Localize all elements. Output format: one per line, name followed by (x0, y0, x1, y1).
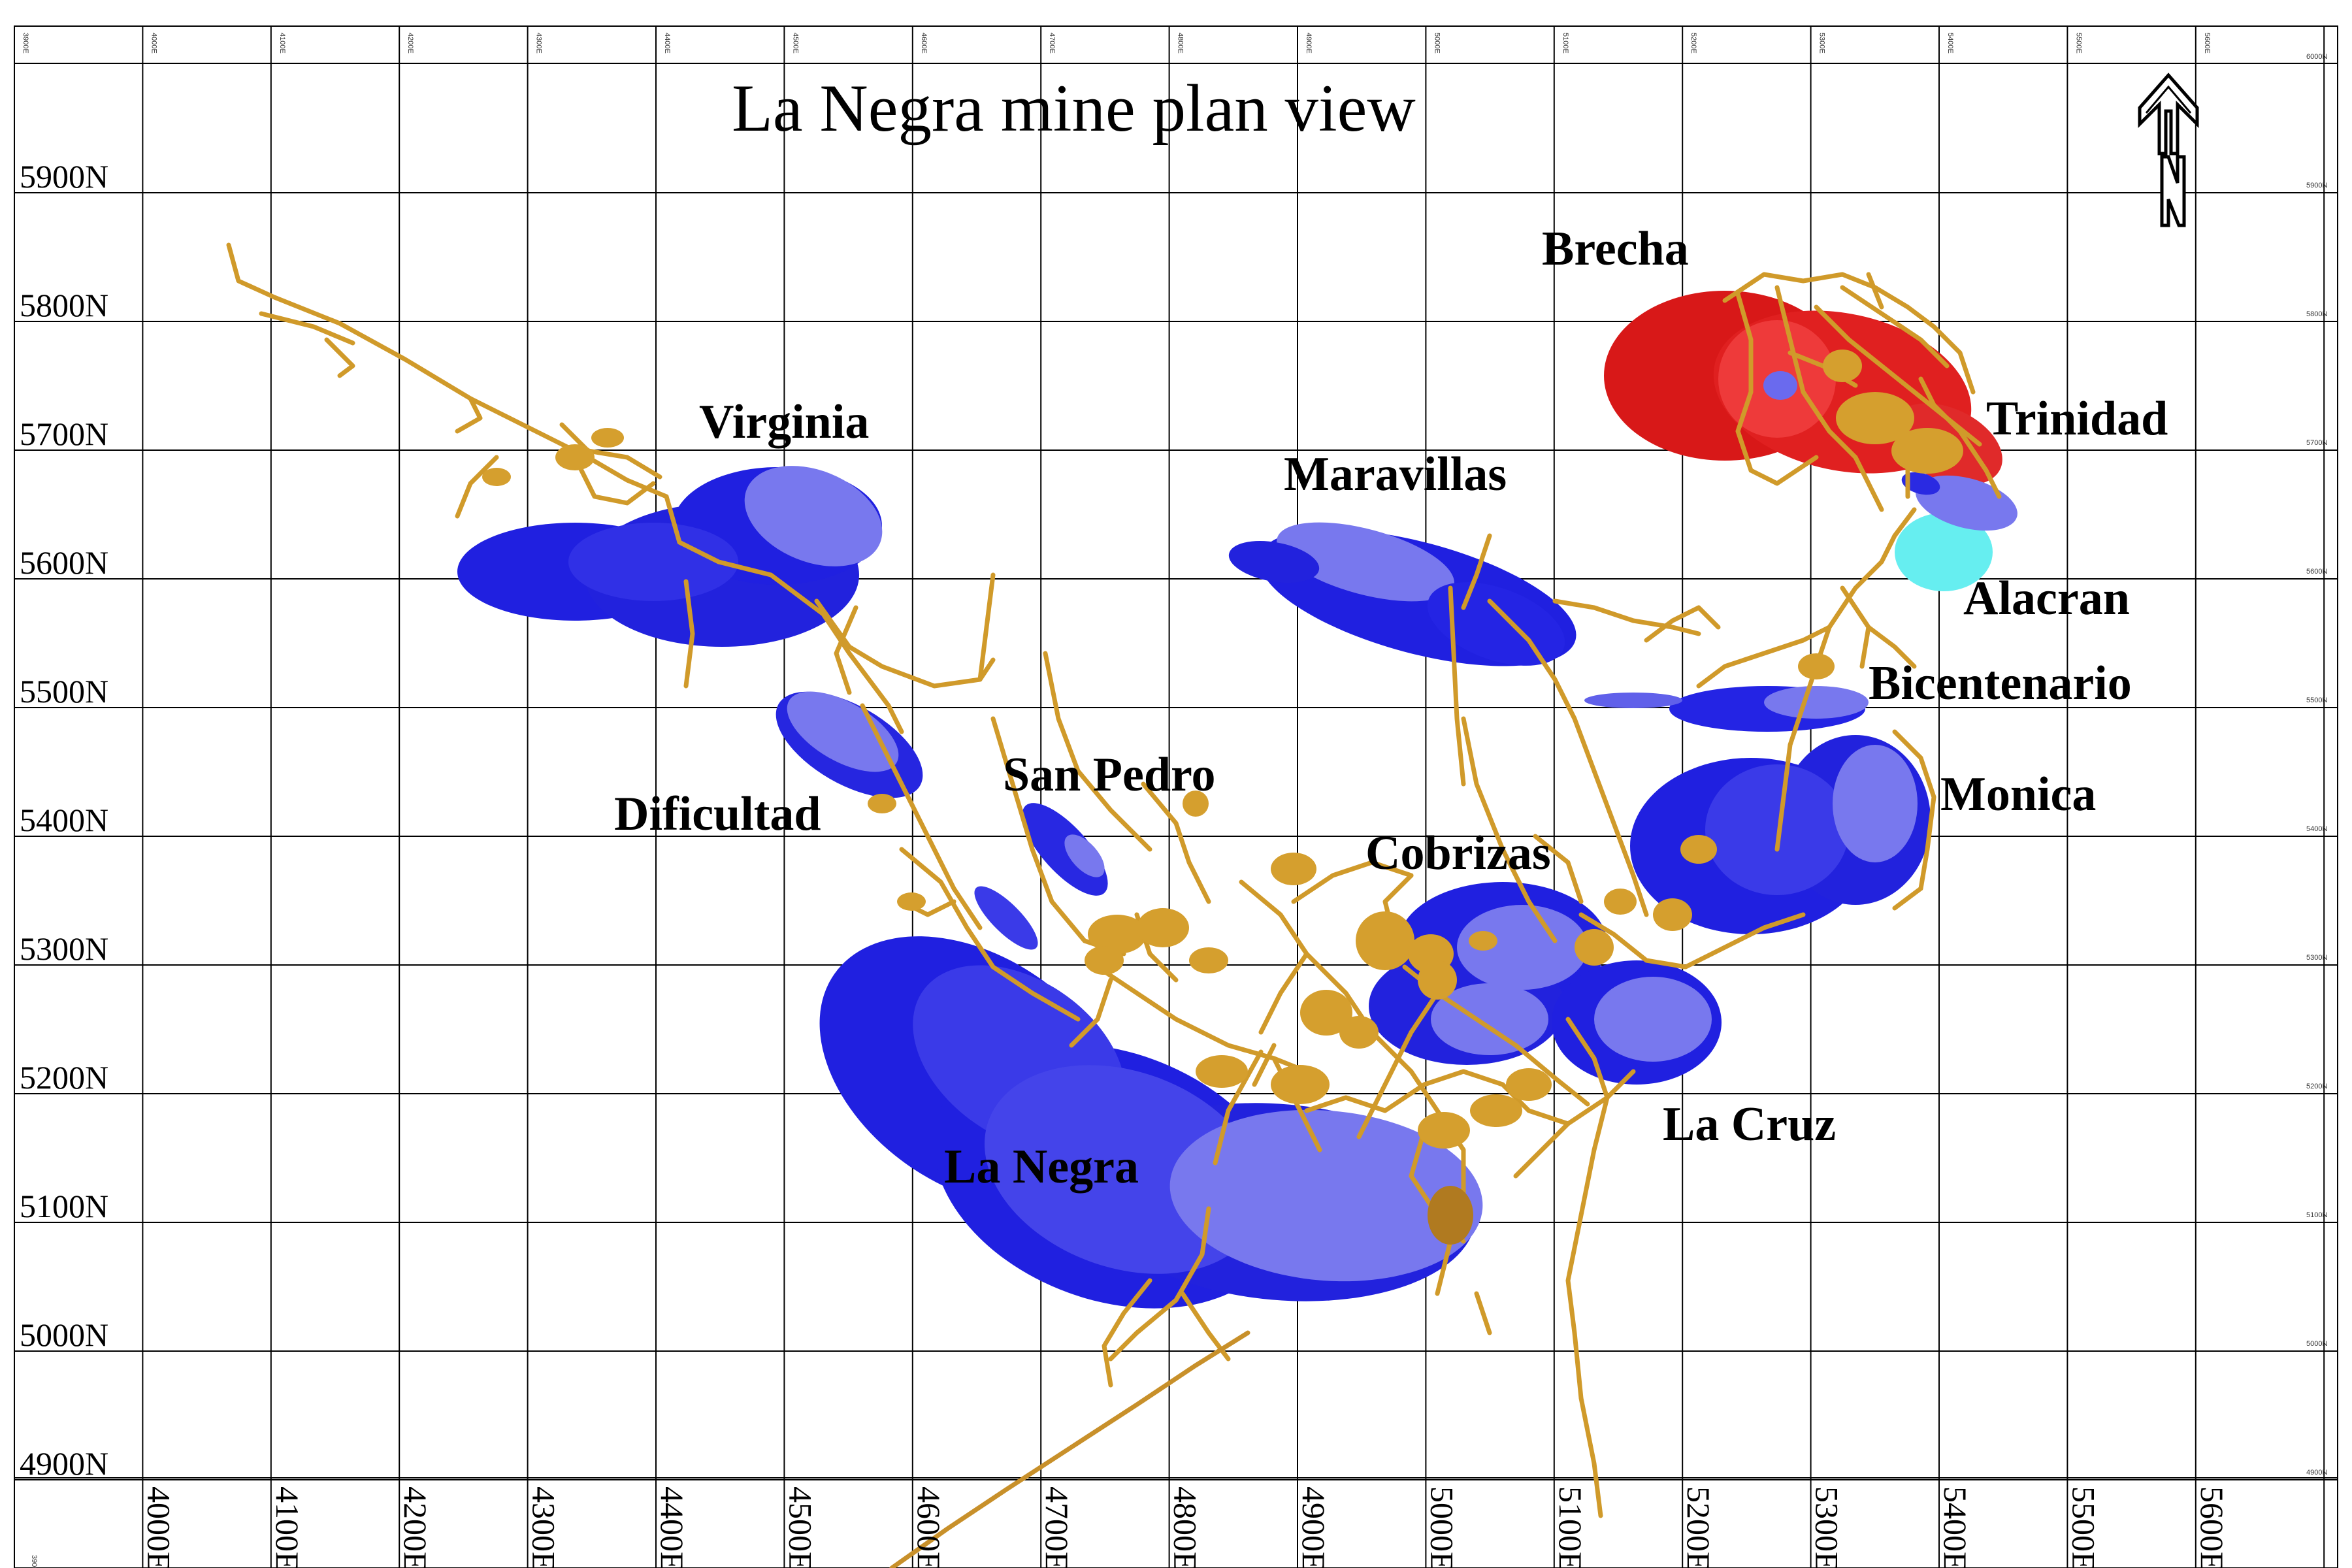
label-alacran: Alacran (1963, 572, 2130, 625)
orebody-dificultad-shape (776, 691, 923, 798)
top-tick-label: 4300E (535, 33, 543, 54)
label-bicentenario: Bicentenario (1869, 657, 2132, 710)
north-label: 5200N (20, 1059, 108, 1096)
east-label: 5600E (2194, 1486, 2230, 1568)
east-label: 5200E (1680, 1486, 1717, 1568)
right-tick-label: 6000N (2306, 53, 2327, 61)
north-label: 5900N (20, 158, 108, 195)
orebody-monica-shape (1630, 735, 1931, 934)
top-tick-label: 5200E (1690, 33, 1697, 54)
orebody-virginia-shape (457, 466, 883, 647)
top-tick-label: 5100E (1561, 33, 1569, 54)
east-label: 4600E (911, 1486, 947, 1568)
north-label: 5800N (20, 287, 108, 323)
label-sanpedro: San Pedro (1003, 748, 1216, 802)
orebody-bicentenario-shape (1584, 686, 1869, 732)
stope-workings (482, 350, 1963, 1245)
top-tick-label: 4800E (1177, 33, 1184, 54)
label-lacruz: La Cruz (1663, 1098, 1836, 1151)
top-tick-label: 4900E (1305, 33, 1313, 54)
top-tick-label: 5000E (1433, 33, 1441, 54)
east-label: 5300E (1809, 1486, 1846, 1568)
label-monica: Monica (1940, 768, 2096, 821)
label-trinidad: Trinidad (1986, 392, 2168, 446)
north-coordinate-labels: 5900N 5800N 5700N 5600N 5500N 5400N 5300N 5200N… (20, 158, 108, 1482)
label-maravillas: Maravillas (1284, 448, 1507, 501)
right-tick-label: 5500N (2306, 696, 2327, 704)
north-arrow-icon (2138, 73, 2199, 227)
top-tick-label: 4400E (663, 33, 671, 54)
east-label: 4000E (140, 1486, 177, 1568)
north-label: 5400N (20, 802, 108, 838)
east-label: 5000E (1424, 1486, 1460, 1568)
top-tick-label: 3900E (22, 33, 29, 54)
top-tick-label: 4500E (791, 33, 799, 54)
north-label: 4900N (20, 1445, 108, 1482)
map-title: La Negra mine plan view (732, 71, 1416, 146)
underground-workings (226, 242, 2002, 1518)
east-label: 4200E (397, 1486, 434, 1568)
right-tick-label: 5600N (2306, 568, 2327, 576)
east-label: 5400E (1937, 1486, 1974, 1568)
top-tick-label: 4700E (1048, 33, 1056, 54)
orebody-lacruz-shape (1552, 960, 1722, 1085)
orebody-alacran-shape (1895, 472, 2017, 591)
label-brecha: Brecha (1542, 222, 1689, 276)
north-label: 5500N (20, 673, 108, 710)
north-label: 5300N (20, 930, 108, 967)
orebody-maravillas-shape (1228, 522, 1576, 666)
top-tick-label: 4600E (920, 33, 928, 54)
east-label: 5100E (1552, 1486, 1589, 1568)
north-label: 5000N (20, 1316, 108, 1353)
top-tick-label: 5300E (1818, 33, 1826, 54)
east-label: 5500E (2065, 1486, 2102, 1568)
top-tick-label: 5500E (2074, 33, 2082, 54)
main-adit (889, 1330, 1250, 1568)
north-label: 5600N (20, 544, 108, 581)
right-tick-labels: 6000N 5900N 5800N 5700N 5600N 5500N 5400N 5300N… (2306, 53, 2327, 1477)
east-label: 4100E (269, 1486, 306, 1568)
north-label: 5100N (20, 1188, 108, 1224)
right-tick-label: 4900N (2306, 1469, 2327, 1477)
right-tick-label: 5900N (2306, 182, 2327, 189)
label-dificultad: Dificultad (614, 787, 821, 841)
label-cobrizas: Cobrizas (1365, 826, 1551, 880)
right-tick-label: 5300N (2306, 954, 2327, 962)
east-label: 4400E (654, 1486, 691, 1568)
east-label: 4900E (1296, 1486, 1332, 1568)
east-label: 4800E (1168, 1486, 1204, 1568)
east-label: 4700E (1039, 1486, 1075, 1568)
top-tick-label: 5400E (1946, 33, 1954, 54)
east-coordinate-labels: 4000E 4100E 4200E 4300E 4400E 4500E 4600E 4700E… (140, 1486, 2230, 1568)
orebody-sanpedro-shape (974, 803, 1108, 950)
east-label: 4300E (526, 1486, 563, 1568)
label-lanegra: La Negra (944, 1140, 1139, 1194)
right-tick-label: 5700N (2306, 439, 2327, 447)
top-tick-label: 4200E (406, 33, 414, 54)
top-tick-label: 4100E (278, 33, 286, 54)
top-tick-labels: 3900E 4000E 4100E 4200E 4300E 4400E 4500E 4600E… (22, 33, 2211, 54)
north-label: 5700N (20, 416, 108, 452)
right-tick-label: 5200N (2306, 1083, 2327, 1090)
right-tick-label: 5100N (2306, 1211, 2327, 1219)
right-tick-label: 5400N (2306, 825, 2327, 833)
corner-label: 3900 (30, 1555, 38, 1568)
top-tick-label: 5600E (2203, 33, 2211, 54)
right-tick-label: 5000N (2306, 1340, 2327, 1348)
right-tick-label: 5800N (2306, 310, 2327, 318)
top-tick-label: 4000E (150, 33, 157, 54)
grid-lines (14, 26, 2338, 1568)
label-virginia: Virginia (699, 395, 869, 449)
east-label: 4500E (782, 1486, 819, 1568)
